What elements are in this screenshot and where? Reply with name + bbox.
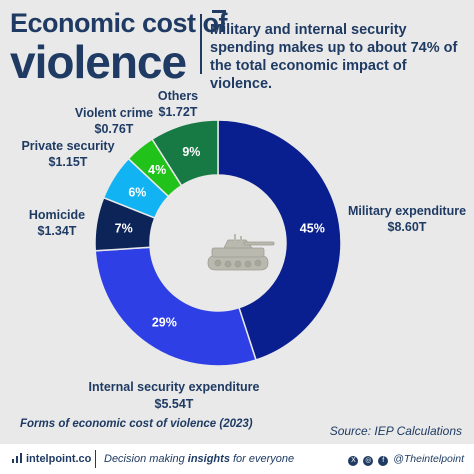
- subtitle-accent-bar: [212, 10, 226, 13]
- social-handle[interactable]: @Theintelpoint: [393, 453, 464, 465]
- label-others-name: Others: [158, 89, 198, 103]
- tank-icon: [207, 234, 275, 271]
- bar-chart-icon: [12, 453, 22, 463]
- facebook-icon[interactable]: f: [378, 456, 389, 466]
- label-internal-security-value: $5.54T: [155, 397, 194, 411]
- percent-label-internal-security-expenditure: 29%: [152, 315, 177, 329]
- bottom-divider: [95, 450, 96, 468]
- slice-military-expenditure: [217, 119, 342, 361]
- instagram-icon[interactable]: ◎: [363, 456, 374, 466]
- tagline-bold: insights: [187, 453, 230, 465]
- percent-label-homicide: 7%: [115, 222, 133, 236]
- slice-internal-security-expenditure: [94, 246, 257, 367]
- label-internal-security-name: Internal security expenditure: [89, 380, 260, 394]
- bottom-bar: intelpoint.co Decision making insights f…: [0, 444, 474, 474]
- label-military-value: $8.60T: [388, 220, 427, 234]
- title-divider: [200, 14, 202, 74]
- source-note: Source: IEP Calculations: [329, 424, 462, 438]
- label-private-security-value: $1.15T: [49, 155, 88, 169]
- label-violent-crime-value: $0.76T: [95, 122, 134, 136]
- brand[interactable]: intelpoint.co: [12, 453, 91, 465]
- social-links: X ◎ f @Theintelpoint: [348, 453, 464, 466]
- chart-caption: Forms of economic cost of violence (2023…: [20, 418, 253, 430]
- label-homicide-name: Homicide: [29, 208, 85, 222]
- slice-others: [151, 119, 219, 187]
- percent-label-others: 9%: [182, 145, 200, 159]
- label-others-value: $1.72T: [159, 105, 198, 119]
- percent-label-private-security: 6%: [128, 185, 146, 199]
- label-violent-crime-name: Violent crime: [75, 106, 153, 120]
- title-line-2: violence: [10, 36, 187, 88]
- percent-label-violent-crime: 4%: [148, 163, 166, 177]
- label-military-name: Military expenditure: [348, 204, 466, 218]
- label-private-security-name: Private security: [21, 139, 114, 153]
- title-block: Economic cost of violence: [10, 8, 228, 88]
- donut-slices: [94, 119, 342, 367]
- subtitle: Military and internal security spending …: [210, 22, 458, 92]
- tagline-end: for everyone: [229, 453, 295, 465]
- brand-name: intelpoint.co: [26, 453, 92, 465]
- tagline-start: Decision making: [104, 453, 188, 465]
- percent-labels: 45% 29% 7% 6%4% 9%: [115, 145, 325, 330]
- tagline: Decision making insights for everyone: [104, 453, 294, 465]
- percent-label-military-expenditure: 45%: [300, 222, 325, 236]
- title-line-1: Economic cost of: [10, 8, 228, 38]
- x-icon[interactable]: X: [348, 456, 359, 466]
- label-homicide-value: $1.34T: [38, 224, 77, 238]
